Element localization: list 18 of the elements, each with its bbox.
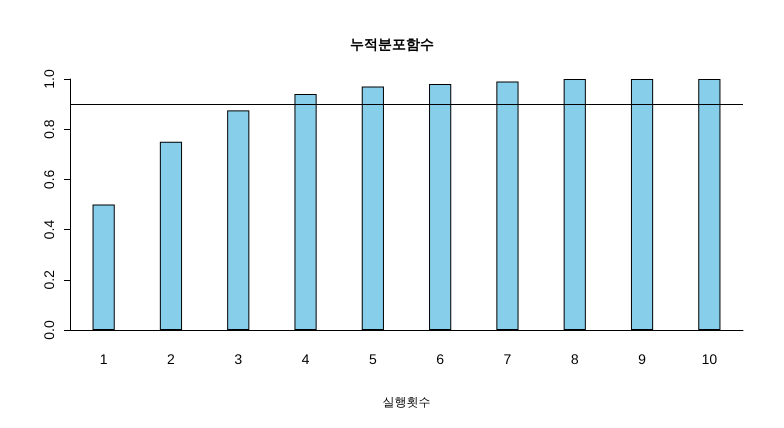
x-tick-label: 2 — [167, 351, 176, 367]
x-tick-label: 7 — [504, 351, 512, 367]
x-tick-label: 10 — [702, 351, 718, 367]
chart-title: 누적분포함수 — [350, 36, 434, 52]
y-tick-label: 0.8 — [41, 119, 57, 139]
y-tick-label: 0.4 — [41, 220, 57, 240]
y-tick-label: 0.2 — [41, 270, 57, 290]
x-tick-label: 4 — [302, 351, 310, 367]
x-tick-label: 5 — [368, 351, 377, 367]
x-axis-title: 실행횟수 — [382, 395, 430, 409]
x-tick-label: 6 — [436, 351, 444, 367]
y-tick-label: 1.0 — [41, 69, 57, 89]
x-tick-label: 3 — [234, 351, 242, 367]
x-tick-label: 8 — [570, 351, 579, 367]
y-tick-label: 0.6 — [41, 169, 57, 190]
x-tick-label: 9 — [638, 351, 646, 367]
x-tick-label: 1 — [100, 351, 108, 367]
y-tick-label: 0.0 — [41, 320, 57, 340]
